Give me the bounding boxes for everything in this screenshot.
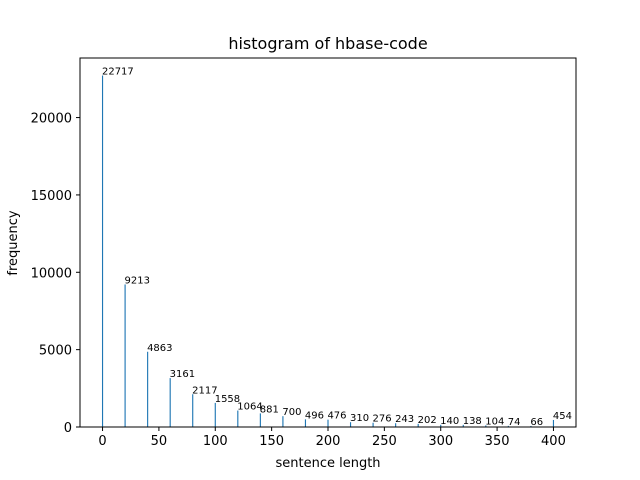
x-tick-label: 200 [316, 434, 341, 449]
bar [237, 410, 239, 427]
x-tick-label: 50 [151, 434, 168, 449]
bar-value-label: 3161 [170, 369, 195, 380]
bar [304, 419, 307, 427]
x-tick-label: 400 [541, 434, 566, 449]
y-axis-ticks: 0 5000 10000 15000 20000 [31, 112, 80, 436]
bar-value-label: 9213 [125, 275, 150, 286]
x-tick-label: 300 [428, 434, 453, 449]
bar [417, 423, 419, 427]
bar [485, 425, 487, 427]
bar [462, 424, 464, 427]
x-tick-label: 350 [485, 434, 510, 449]
bar [530, 425, 532, 427]
x-tick-label: 150 [259, 434, 284, 449]
bar [440, 424, 442, 427]
bar [507, 425, 509, 427]
x-tick-label: 250 [372, 434, 397, 449]
bar-value-label: 138 [463, 416, 482, 427]
plot-frame [79, 57, 577, 428]
y-tick-label: 5000 [39, 344, 72, 359]
bar-value-label: 700 [282, 407, 301, 418]
bar [192, 394, 194, 427]
bar-value-label: 202 [418, 415, 437, 426]
bars-group [101, 75, 555, 427]
bar [124, 284, 126, 427]
bar [372, 422, 374, 427]
bar [395, 423, 397, 427]
bar-value-label: 310 [350, 413, 369, 424]
bar-value-label: 140 [440, 416, 459, 427]
x-tick-label: 100 [203, 434, 228, 449]
bar-value-label: 1558 [215, 394, 240, 405]
bar-value-label: 476 [327, 411, 346, 422]
x-tick-label: 0 [98, 434, 106, 449]
bar [101, 75, 104, 427]
bar [282, 416, 284, 427]
bar-value-label: 22717 [102, 67, 134, 78]
bar [169, 378, 171, 427]
y-tick-label: 0 [64, 421, 72, 436]
chart-title: histogram of hbase-code [228, 34, 427, 53]
bar [552, 419, 555, 427]
bar [259, 413, 261, 427]
bar-value-label: 74 [508, 417, 521, 428]
bar-value-label: 243 [395, 414, 414, 425]
bar-value-label: 104 [485, 416, 504, 427]
bar [349, 422, 352, 427]
bar-value-label: 454 [553, 411, 572, 422]
x-axis-label: sentence length [275, 456, 380, 471]
bar [214, 402, 216, 427]
y-tick-label: 15000 [31, 189, 72, 204]
y-tick-label: 20000 [31, 112, 72, 127]
bar-value-label: 496 [305, 410, 324, 421]
bar-value-label: 276 [373, 414, 392, 425]
bar [327, 419, 329, 427]
y-axis-label: frequency [6, 210, 21, 276]
bar-value-label: 1064 [237, 402, 262, 413]
y-tick-label: 10000 [31, 266, 72, 281]
bar-value-label: 2117 [192, 385, 217, 396]
bar-value-label: 881 [260, 404, 279, 415]
bar-value-label: 4863 [147, 343, 172, 354]
bar-value-label: 66 [530, 417, 543, 428]
x-axis-ticks: 0 50 100 150 200 250 300 350 400 [98, 427, 566, 449]
bar [147, 351, 149, 427]
